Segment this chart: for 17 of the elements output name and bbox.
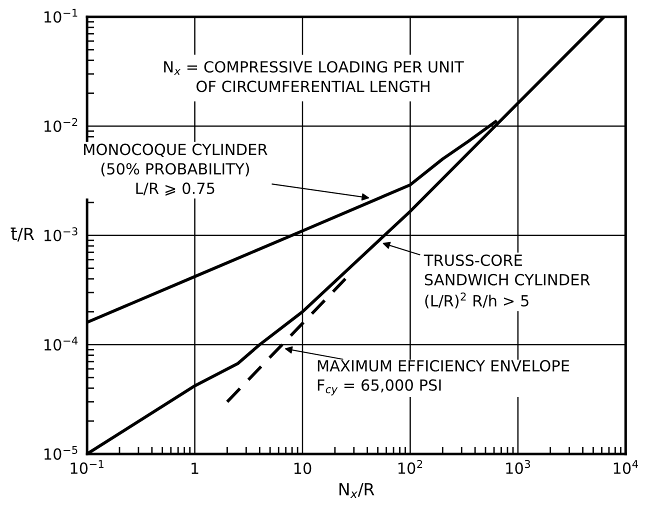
annotation: TRUSS-CORE SANDWICH CYLINDER (L/R)$^{2}$ R/h > 5 (424, 254, 590, 308)
y-tick-label: 10$^{−3}$ (44, 227, 78, 242)
x-tick-label: 10$^{2}$ (398, 460, 422, 474)
x-tick-label: 10 (294, 462, 312, 474)
y-axis-title: t̄/R (10, 228, 34, 242)
y-tick-label: 10$^{−2}$ (44, 118, 78, 132)
x-tick-label: 10$^{3}$ (506, 460, 530, 474)
x-axis-title: N$_{x}$/R (340, 483, 374, 498)
annotation: MAXIMUM EFFICIENCY ENVELOPE F$_{cy}$ = 65,000 PSI (318, 360, 570, 396)
annotation: MONOCOQUE CYLINDER (50% PROBABILITY) L/R ⩾ 0.75 (84, 144, 268, 196)
x-tick-label: 1 (192, 462, 198, 474)
x-tick-label: 10$^{−1}$ (70, 460, 104, 474)
annotation: N$_{x}$ = COMPRESSIVE LOADING PER UNIT OF CIRCUMFERENTIAL LENGTH (164, 61, 464, 92)
y-tick-label: 10$^{−5}$ (44, 446, 78, 460)
x-tick-label: 10$^{4}$ (614, 460, 638, 474)
y-tick-label: 10$^{−4}$ (44, 336, 78, 351)
y-tick-label: 10$^{−1}$ (44, 8, 78, 23)
